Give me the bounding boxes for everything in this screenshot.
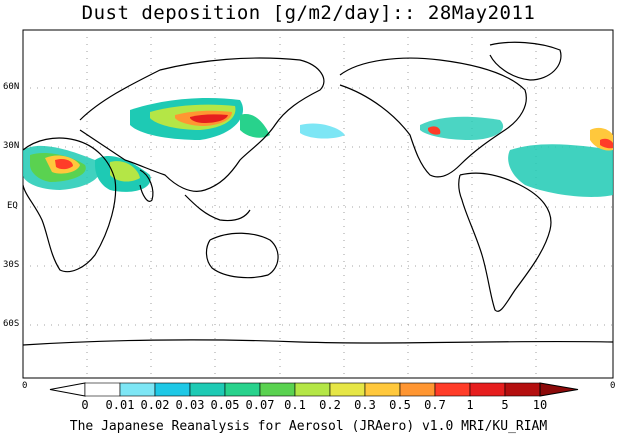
colorbar-tick-label: 5 [501, 398, 509, 412]
sahara-plume-3 [55, 158, 73, 170]
atlantic-plume-2 [600, 138, 613, 149]
credit-line: The Japanese Reanalysis for Aerosol (JRA… [69, 419, 548, 434]
africa-coast [22, 137, 117, 273]
colorbar-tick-label: 0.05 [210, 398, 240, 412]
colorbar-right-end-label: 0 [610, 381, 616, 391]
coastlines [22, 41, 614, 346]
lat-label-60n: 60N [3, 82, 20, 92]
south-america-coast [458, 172, 552, 312]
lat-label-30s: 30S [3, 260, 20, 270]
colorbar-tick-label: 10 [532, 398, 548, 412]
southeast-asia-coast [184, 194, 251, 222]
map-title: Dust deposition [g/m2/day]:: 28May2011 [81, 2, 536, 24]
colorbar-tick-label: 0.2 [319, 398, 341, 412]
colorbar-tick-label: 0.1 [284, 398, 306, 412]
colorbar-tick-label: 0.03 [175, 398, 205, 412]
east-asia-plume-0 [240, 114, 270, 138]
lat-label-eq: EQ [7, 201, 18, 211]
colorbar-tick-label: 0.07 [245, 398, 275, 412]
india-coast [139, 169, 154, 202]
lat-label-30n: 30N [3, 141, 20, 151]
atlantic-plume-0 [508, 144, 613, 197]
colorbar-tick-label: 0.3 [354, 398, 376, 412]
dust-plumes [23, 98, 613, 197]
north-america-coast [339, 57, 527, 178]
arabia-plume-1 [110, 161, 140, 182]
colorbar-tick-label: 0.01 [105, 398, 135, 412]
greenland-coast [489, 41, 562, 81]
map-frame [22, 29, 614, 379]
north-america-plume-0 [420, 116, 504, 140]
north-america-plume-1 [428, 126, 441, 135]
colorbar-tick-label: 0.5 [389, 398, 411, 412]
lat-label-60s: 60S [3, 319, 20, 329]
antarctica-coast [22, 339, 614, 346]
colorbar-left-end-label: 0 [22, 381, 28, 391]
colorbar-tick-label: 0 [81, 398, 89, 412]
colorbar-tick-label: 0.7 [424, 398, 446, 412]
graticule [23, 30, 613, 378]
eurasia-coast [79, 57, 325, 192]
central-asia-plume-3 [190, 114, 228, 123]
australia-coast [205, 232, 279, 279]
colorbar-tick-label: 0.02 [140, 398, 170, 412]
pacific-plume-0 [300, 123, 345, 139]
colorbar-tick-label: 1 [466, 398, 474, 412]
